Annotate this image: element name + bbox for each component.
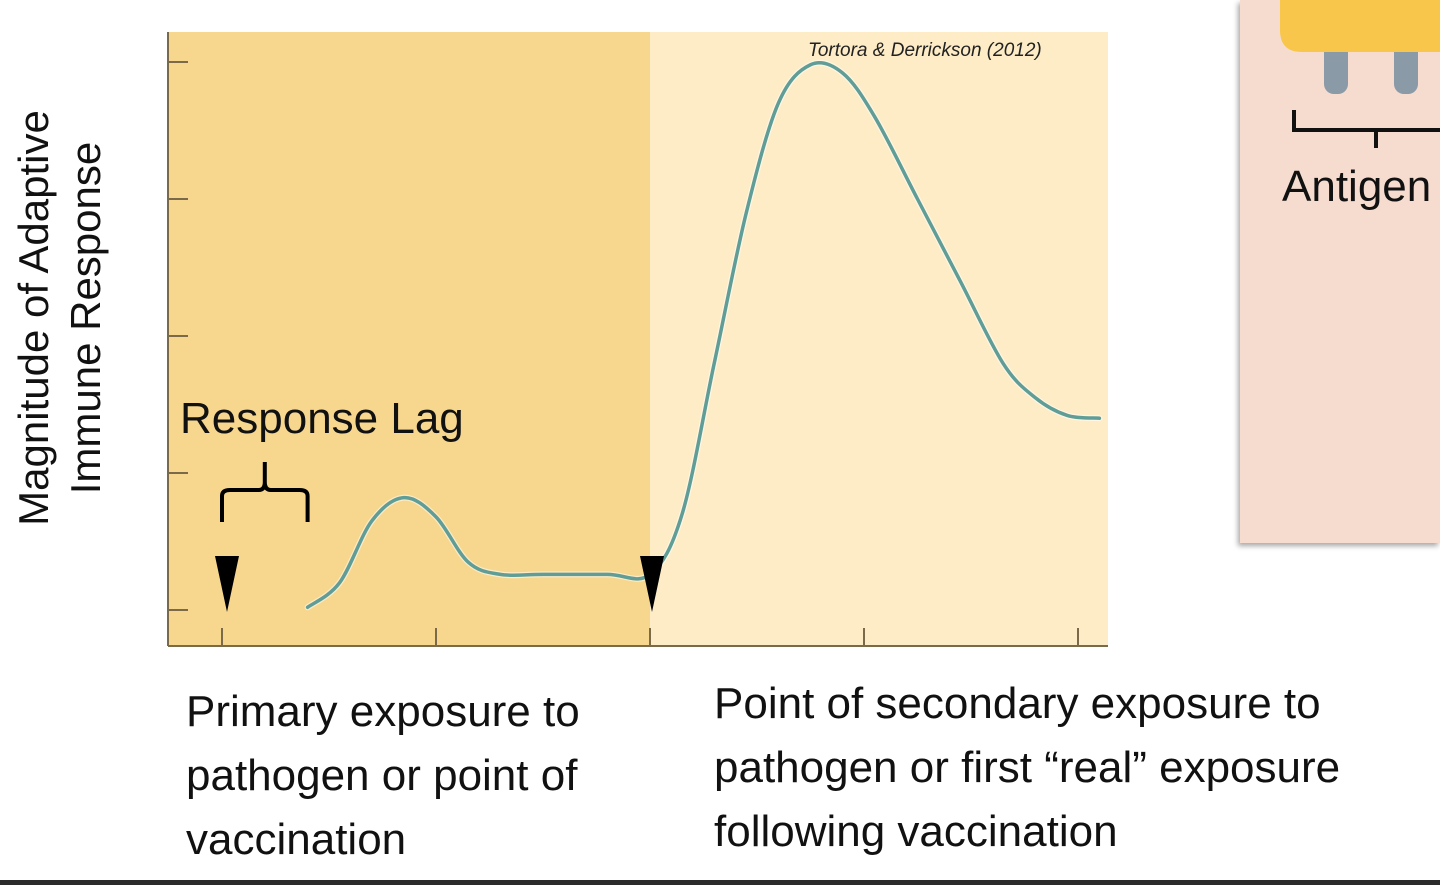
primary-exposure-line-1: Primary exposure to <box>186 687 580 736</box>
primary-exposure-line-3: vaccination <box>186 815 407 864</box>
antigen-blob <box>1280 0 1440 52</box>
secondary-exposure-line-1: Point of secondary exposure to <box>714 679 1321 728</box>
primary-exposure-caption: Primary exposure to pathogen or point of… <box>186 680 580 872</box>
bottom-divider <box>0 880 1440 885</box>
response-lag-label: Response Lag <box>180 394 464 443</box>
antigen-bracket <box>1292 110 1440 148</box>
response-lag-brace <box>220 462 310 522</box>
source-credit: Tortora & Derrickson (2012) <box>808 40 1042 61</box>
response-curve <box>305 60 1102 610</box>
primary-exposure-marker <box>215 556 239 612</box>
secondary-exposure-line-3: following vaccination <box>714 807 1118 856</box>
secondary-exposure-line-2: pathogen or first “real” exposure <box>714 743 1341 792</box>
y-axis-label-line-2: Immune Response <box>62 141 109 495</box>
primary-exposure-line-2: pathogen or point of <box>186 751 578 800</box>
primary-phase-shading <box>168 32 650 646</box>
secondary-phase-shading <box>650 32 1108 646</box>
y-axis-label: Magnitude of Adaptive Immune Response <box>8 48 128 588</box>
y-axis-label-line-1: Magnitude of Adaptive <box>10 110 57 526</box>
antigen-graphic <box>1280 0 1440 148</box>
antigen-leg-left <box>1324 40 1348 94</box>
secondary-exposure-marker <box>640 556 664 612</box>
secondary-exposure-caption: Point of secondary exposure to pathogen … <box>714 672 1340 864</box>
antigen-leg-right <box>1394 40 1418 94</box>
antigen-label: Antigen <box>1282 162 1432 211</box>
